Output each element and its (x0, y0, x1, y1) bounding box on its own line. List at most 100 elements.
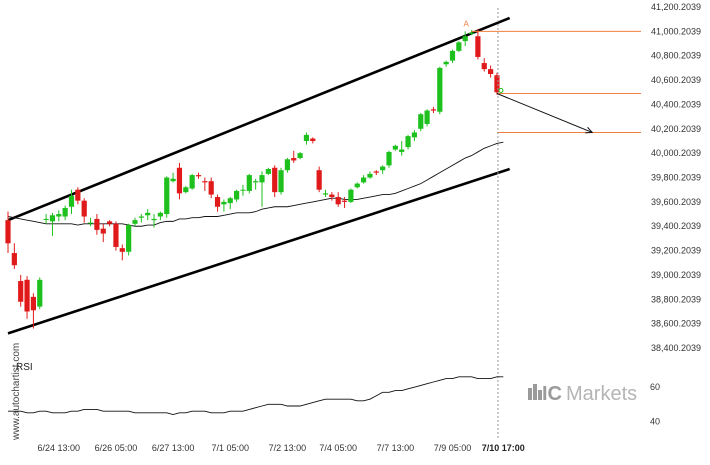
y-tick-label: 40,400.2039 (651, 99, 701, 109)
level-label: A (464, 19, 470, 28)
candle (456, 41, 462, 53)
candle-body (380, 166, 386, 171)
candle-body (475, 36, 481, 57)
y-tick-label: 38,400.2039 (651, 343, 701, 353)
candle-body (481, 63, 487, 70)
x-tick-label: 6/24 13:00 (38, 443, 81, 453)
candle (462, 31, 468, 46)
forecast (496, 87, 594, 134)
candle-body (348, 189, 354, 202)
candle (37, 277, 43, 310)
y-tick-label: 41,000.2039 (651, 26, 701, 36)
candle-body (56, 214, 62, 217)
candle-body (297, 153, 303, 159)
candle (437, 66, 443, 115)
y-tick-label: 40,200.2039 (651, 124, 701, 134)
candle (418, 112, 424, 132)
y-tick-label: 41,200.2039 (651, 2, 701, 12)
candle (151, 214, 157, 228)
candle (75, 187, 81, 205)
candle (100, 223, 106, 243)
candle (208, 177, 214, 199)
forecast-arrow-line (496, 93, 593, 133)
candle-body (316, 170, 322, 190)
x-tick-label: 7/9 05:00 (434, 443, 472, 453)
candle-body (310, 138, 316, 141)
candle (424, 109, 430, 127)
candle-body (68, 195, 75, 207)
rsi-line (8, 376, 504, 416)
candle-body (75, 189, 81, 201)
candle-body (113, 223, 119, 247)
y-tick-label: 38,600.2039 (651, 319, 701, 329)
candle (253, 178, 259, 190)
candle-body (291, 158, 297, 161)
watermark-text: www.autochartist.com (11, 343, 22, 441)
candle-body (11, 253, 17, 266)
y-tick-label: 40,800.2039 (651, 51, 701, 61)
candle (284, 158, 290, 173)
candle (310, 137, 316, 144)
logo-mark-bar (528, 388, 532, 400)
candles (5, 28, 500, 329)
candle (291, 150, 297, 163)
candle (348, 188, 354, 204)
candle (94, 214, 100, 235)
candle (405, 134, 411, 150)
candle-body (265, 168, 271, 174)
candle (126, 223, 132, 256)
candle-body (81, 200, 87, 217)
candle-body (151, 218, 157, 221)
candle-body (449, 50, 456, 61)
candle (81, 198, 87, 223)
candle-body (24, 279, 30, 312)
logo-mark-bar (533, 384, 537, 400)
candle (176, 162, 183, 200)
candle (297, 151, 303, 160)
channel-lower-line (7, 167, 511, 335)
candle (259, 171, 265, 207)
candle-body (399, 149, 405, 152)
candle-body (303, 134, 310, 141)
candle-body (361, 177, 367, 183)
y-tick-label: 39,800.2039 (651, 173, 701, 183)
x-tick-label: 7/4 05:00 (319, 443, 357, 453)
candle-body (373, 171, 379, 173)
x-axis: 6/24 13:00 6/26 05:00 6/27 13:00 7/1 05:00 7… (38, 443, 525, 453)
candle-body (37, 279, 43, 307)
candle-body (5, 220, 11, 244)
candle-body (227, 198, 233, 204)
candle (56, 210, 62, 222)
candle-body (329, 194, 335, 198)
candle (119, 244, 125, 261)
rsi-title: RSI (16, 362, 33, 373)
forecast-arrow-head (585, 126, 594, 134)
candle (303, 132, 310, 145)
candle-body (126, 225, 132, 252)
candle (113, 221, 119, 251)
candle-body (354, 183, 360, 188)
candle-body (392, 145, 398, 150)
candle (329, 192, 335, 201)
candle (170, 172, 176, 183)
channel-upper-line (7, 16, 511, 222)
candle-body (411, 132, 417, 138)
candle-body (132, 220, 138, 224)
y-tick-label: 39,600.2039 (651, 197, 701, 207)
candle-body (221, 201, 227, 205)
candle-body (87, 222, 94, 224)
x-tick-label: 7/2 13:00 (269, 443, 307, 453)
candle (221, 199, 227, 212)
candle (354, 182, 360, 189)
y-tick-label: 39,200.2039 (651, 246, 701, 256)
y-axis: 41,200.2039 41,000.2039 40,800.2039 40,600.… (651, 2, 701, 353)
candle-body (214, 197, 221, 207)
candle (481, 58, 487, 72)
candle-body (488, 69, 494, 75)
candle (240, 184, 246, 196)
candle-body (208, 181, 214, 195)
candle (164, 176, 170, 218)
candle-body (107, 221, 113, 224)
candle (335, 192, 341, 207)
